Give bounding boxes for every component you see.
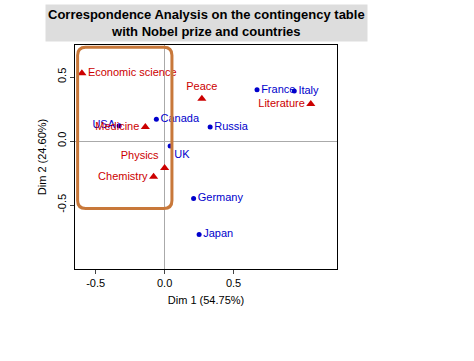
svg-text:0.5: 0.5 [226,277,241,289]
svg-text:0.0: 0.0 [56,132,68,147]
svg-text:0.0: 0.0 [157,277,172,289]
svg-text:Dim 2 (24.60%): Dim 2 (24.60%) [36,119,48,195]
svg-text:Peace: Peace [186,80,217,92]
svg-text:Physics: Physics [121,149,159,161]
svg-text:Medicine: Medicine [95,120,139,132]
svg-text:Russia: Russia [214,120,249,132]
svg-text:Japan: Japan [203,227,233,239]
svg-text:Dim 1 (54.75%): Dim 1 (54.75%) [168,294,244,306]
svg-text:USA: USA [92,118,115,130]
svg-text:Canada: Canada [160,112,199,124]
svg-text:-0.5: -0.5 [56,194,68,213]
svg-text:France: France [261,83,295,95]
svg-text:Literature: Literature [258,97,304,109]
svg-text:0.5: 0.5 [56,68,68,83]
svg-text:-0.5: -0.5 [86,277,105,289]
svg-text:Chemistry: Chemistry [98,170,148,182]
svg-text:Correspondence Analysis on the: Correspondence Analysis on the contingen… [48,7,365,39]
svg-text:Italy: Italy [298,84,319,96]
svg-text:Economic science: Economic science [88,66,177,78]
svg-text:Germany: Germany [198,191,244,203]
svg-text:UK: UK [174,148,190,160]
